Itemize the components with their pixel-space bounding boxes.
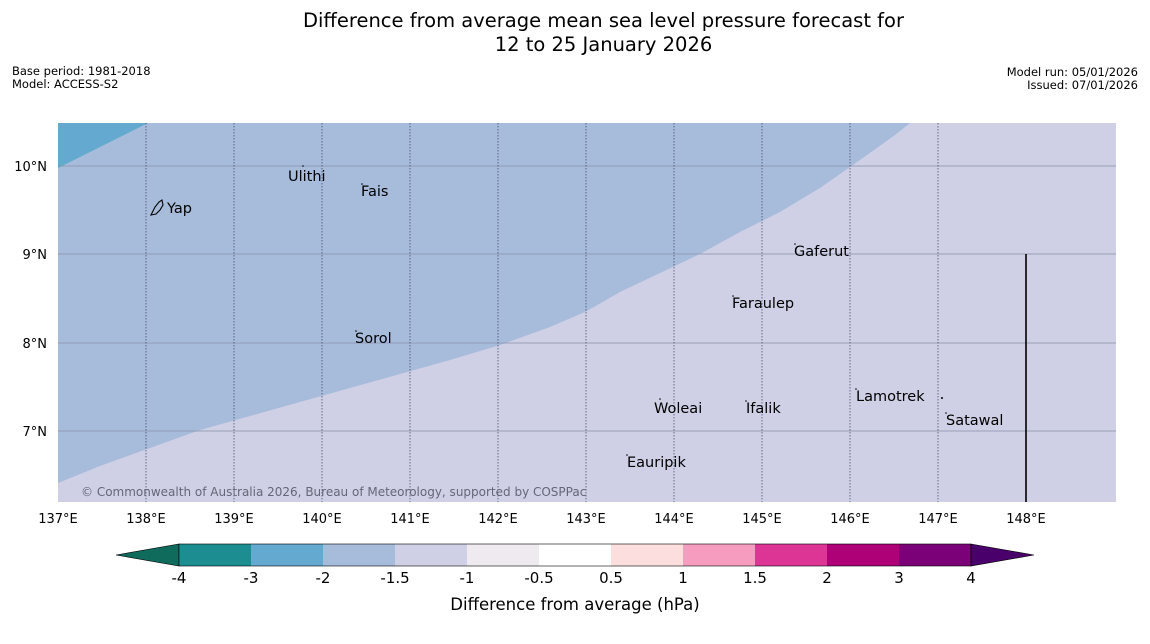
latitude-labels: 10°N 9°N 8°N 7°N xyxy=(14,160,47,440)
lamotrek-dot xyxy=(855,388,857,390)
colorbar-segment xyxy=(755,544,827,566)
place-label: Faraulep xyxy=(732,296,794,312)
colorbar-segment xyxy=(467,544,539,566)
colorbar: -4 -3 -2 -1.5 -1 -0.5 0.5 1 1.5 2 3 4 Difference fr… xyxy=(115,543,1035,614)
place-label: Gaferut xyxy=(794,244,849,260)
colorbar-tick-label: 1.5 xyxy=(743,569,767,587)
lon-label: 142°E xyxy=(478,512,518,527)
yap-island-outline xyxy=(150,199,164,216)
colorbar-tick-label: 1 xyxy=(678,569,688,587)
colorbar-segment xyxy=(395,544,467,566)
place-label: Satawal xyxy=(946,413,1003,429)
satawal-dot xyxy=(945,412,947,414)
lon-label: 139°E xyxy=(214,512,254,527)
colorbar-segment xyxy=(827,544,899,566)
model-run: Model run: 05/01/2026 xyxy=(1006,65,1138,79)
lon-label: 144°E xyxy=(654,512,694,527)
colorbar-segment xyxy=(611,544,683,566)
colorbar-tick-label: -2 xyxy=(316,569,331,587)
eauripik-dot xyxy=(626,454,628,456)
lamotrek-east-dot xyxy=(941,397,943,399)
colorbar-tick-label: -3 xyxy=(244,569,259,587)
title-line-2: 12 to 25 January 2026 xyxy=(494,33,713,56)
place-label: Eauripik xyxy=(627,455,686,471)
colorbar-outline xyxy=(178,543,972,567)
colorbar-tick-label: -1 xyxy=(460,569,475,587)
colorbar-tick-label: 4 xyxy=(966,569,976,587)
sorol-dot xyxy=(355,330,357,332)
ulithi-dot xyxy=(302,165,304,167)
colorbar-segment xyxy=(179,544,251,566)
colorbar-tick-label: -4 xyxy=(172,569,187,587)
title-line-1: Difference from average mean sea level p… xyxy=(303,9,904,32)
region-minus3-to-minus2 xyxy=(58,123,148,168)
region-minus2-to-minus1-5 xyxy=(58,123,910,483)
lon-label: 140°E xyxy=(302,512,342,527)
place-label: Ifalik xyxy=(746,401,781,417)
colorbar-segment xyxy=(323,544,395,566)
chart-title: Difference from average mean sea level p… xyxy=(0,9,1150,57)
lon-label: 137°E xyxy=(38,512,78,527)
place-label: Woleai xyxy=(654,401,702,417)
graticule xyxy=(58,123,1116,502)
model-name: Model: ACCESS-S2 xyxy=(12,77,119,91)
colorbar-tick-label: 3 xyxy=(894,569,904,587)
lon-label: 145°E xyxy=(742,512,782,527)
fais-dot xyxy=(361,183,363,185)
colorbar-segment xyxy=(899,544,971,566)
lat-label: 7°N xyxy=(23,425,48,440)
place-label: Lamotrek xyxy=(856,389,925,405)
colorbar-tick-labels: -4 -3 -2 -1.5 -1 -0.5 0.5 1 1.5 2 3 4 xyxy=(172,569,976,587)
colorbar-extend-low xyxy=(115,543,180,567)
place-label: Yap xyxy=(166,201,192,217)
faraulep-dot xyxy=(732,295,734,297)
colorbar-tick-label: 0.5 xyxy=(599,569,623,587)
gaferut-dot xyxy=(794,243,796,245)
lat-label: 8°N xyxy=(23,337,48,352)
lon-label: 141°E xyxy=(390,512,430,527)
lon-label: 148°E xyxy=(1006,512,1046,527)
colorbar-segment xyxy=(683,544,755,566)
place-label: Ulithi xyxy=(288,169,326,185)
colorbar-extend-high xyxy=(970,543,1035,567)
colorbar-tick-label: -1.5 xyxy=(380,569,409,587)
meta-right: Model run: 05/01/2026 Issued: 07/01/2026 xyxy=(1007,66,1138,92)
colorbar-segment xyxy=(251,544,323,566)
issued-date: Issued: 07/01/2026 xyxy=(1027,78,1138,92)
longitude-labels: 137°E 138°E 139°E 140°E 141°E 142°E 143°… xyxy=(38,512,1046,527)
place-label: Sorol xyxy=(355,331,392,347)
base-period: Base period: 1981-2018 xyxy=(12,64,151,78)
woleai-dot xyxy=(659,398,661,400)
place-labels: Ulithi Fais Yap Gaferut Faraulep Sorol L… xyxy=(166,169,1003,471)
place-label: Fais xyxy=(361,184,388,200)
lat-label: 10°N xyxy=(14,160,47,175)
colorbar-segment xyxy=(539,544,611,566)
lat-label: 9°N xyxy=(23,248,48,263)
lon-label: 143°E xyxy=(566,512,606,527)
colorbar-segments xyxy=(115,543,1035,567)
meta-left: Base period: 1981-2018 Model: ACCESS-S2 xyxy=(12,65,151,91)
lon-label: 146°E xyxy=(830,512,870,527)
islands xyxy=(150,165,947,456)
lon-label: 138°E xyxy=(126,512,166,527)
lon-label: 147°E xyxy=(918,512,958,527)
ifalik-dot xyxy=(745,400,747,402)
copyright-notice: © Commonwealth of Australia 2026, Bureau… xyxy=(81,485,586,499)
colorbar-tick-label: 2 xyxy=(822,569,832,587)
colorbar-tick-label: -0.5 xyxy=(524,569,553,587)
colorbar-title: Difference from average (hPa) xyxy=(450,595,699,614)
map-panel: Ulithi Fais Yap Gaferut Faraulep Sorol L… xyxy=(58,123,1116,502)
